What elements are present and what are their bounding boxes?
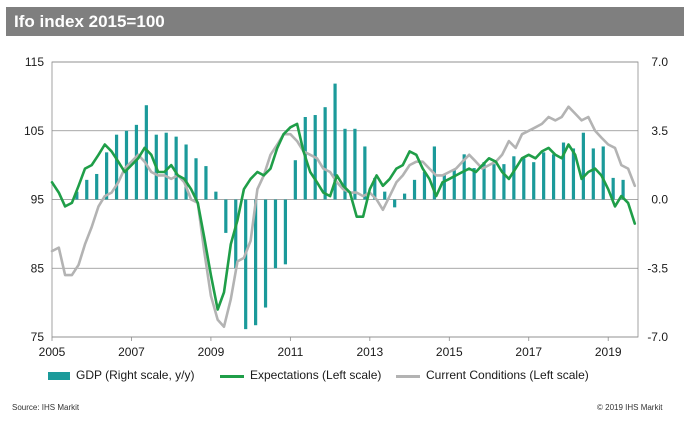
gdp-bar [343, 128, 347, 200]
gdp-bar [194, 158, 198, 200]
copyright-note: © 2019 IHS Markit [597, 403, 663, 412]
right-axis-tick-label: -7.0 [647, 330, 668, 344]
right-axis-tick-label: 0.0 [651, 193, 668, 207]
gdp-bar [472, 168, 476, 200]
gdp-bar [184, 144, 188, 200]
gdp-bar [492, 164, 496, 200]
gdp-bar [234, 199, 238, 269]
gdp-bar [422, 172, 427, 200]
gdp-bar [204, 166, 208, 200]
left-axis-tick-label: 85 [31, 261, 45, 275]
legend-label-expectations: Expectations (Left scale) [250, 368, 382, 382]
plot-border [51, 61, 639, 338]
gdp-bar [402, 193, 407, 200]
gdp-bar [254, 199, 258, 326]
x-axis-tick-label: 2013 [356, 345, 383, 359]
right-axis-tick-label: 7.0 [651, 55, 668, 69]
x-axis-tick-label: 2017 [515, 345, 542, 359]
gdp-bar [273, 199, 278, 269]
source-note: Source: IHS Markit [12, 403, 80, 412]
gdp-bar [591, 148, 595, 200]
gdp-bar [363, 146, 367, 200]
title-bar: Ifo index 2015=100 [6, 7, 684, 36]
current-conditions-line [50, 105, 637, 329]
legend-label-gdp: GDP (Right scale, y/y) [76, 368, 195, 382]
axis-layer: 75 85 95 105 115 -7.0 -3.5 0.0 3.5 7.0 2005 2007 200… [24, 55, 668, 359]
grid-layer [51, 61, 639, 338]
gdp-bar [95, 173, 99, 200]
x-axis-tick-label: 2019 [595, 345, 622, 359]
gdp-bar [75, 191, 79, 200]
gdp-bar [164, 132, 168, 200]
left-axis-tick-label: 105 [24, 124, 44, 138]
x-axis-tick-label: 2005 [39, 345, 66, 359]
gdp-bar [114, 134, 119, 200]
legend: GDP (Right scale, y/y) Expectations (Lef… [40, 368, 660, 388]
gdp-bar [452, 170, 456, 200]
gdp-bar [502, 164, 506, 200]
legend-swatch-current-conditions [396, 375, 420, 378]
gdp-bar [561, 142, 566, 200]
gdp-bar [412, 179, 417, 200]
gdp-bar [601, 146, 605, 200]
gdp-bar [323, 107, 327, 200]
gdp-bar [244, 199, 248, 330]
gdp-bar [571, 148, 576, 200]
gdp-bar [462, 154, 466, 200]
gdp-bar [85, 179, 89, 200]
gdp-bar [214, 191, 218, 200]
gdp-bar [542, 152, 546, 200]
chart-title: Ifo index 2015=100 [14, 12, 165, 31]
legend-swatch-expectations [220, 375, 244, 378]
gdp-bar [482, 162, 486, 200]
left-axis-tick-label: 115 [25, 55, 44, 69]
gdp-bar [283, 199, 288, 265]
gdp-bar [293, 160, 297, 200]
gdp-bar [373, 177, 377, 200]
right-axis-tick-label: -3.5 [647, 261, 668, 275]
x-axis-tick-label: 2015 [436, 345, 463, 359]
x-axis-tick-label: 2007 [118, 345, 145, 359]
gdp-bar [144, 105, 148, 200]
legend-swatch-gdp [48, 372, 70, 380]
left-axis-tick-label: 95 [31, 193, 45, 207]
gdp-bar [512, 156, 516, 200]
gdp-bar [551, 154, 556, 200]
gdp-bar [532, 162, 536, 200]
gdp-bar [581, 132, 585, 200]
gdp-bar [383, 191, 387, 200]
expectations-line [50, 122, 637, 311]
gdp-bar [174, 136, 178, 200]
x-axis-tick-label: 2011 [277, 345, 303, 359]
x-axis-tick-label: 2009 [198, 345, 225, 359]
gdp-bar [353, 128, 357, 200]
gdp-bar [333, 83, 337, 200]
gdp-bar [105, 152, 109, 200]
gdp-bar [442, 173, 446, 200]
gdp-bar [224, 199, 228, 233]
gdp-bar [611, 177, 615, 200]
gdp-bar [621, 179, 625, 200]
gdp-bar [263, 199, 268, 308]
gdp-bar [393, 199, 397, 208]
gdp-bar [134, 124, 139, 200]
gdp-bar-layer [75, 83, 625, 330]
left-axis-tick-label: 75 [31, 330, 45, 344]
line-layer [50, 105, 637, 329]
gdp-bar [522, 158, 526, 200]
right-axis-tick-label: 3.5 [651, 124, 668, 138]
legend-label-current-conditions: Current Conditions (Left scale) [426, 368, 589, 382]
